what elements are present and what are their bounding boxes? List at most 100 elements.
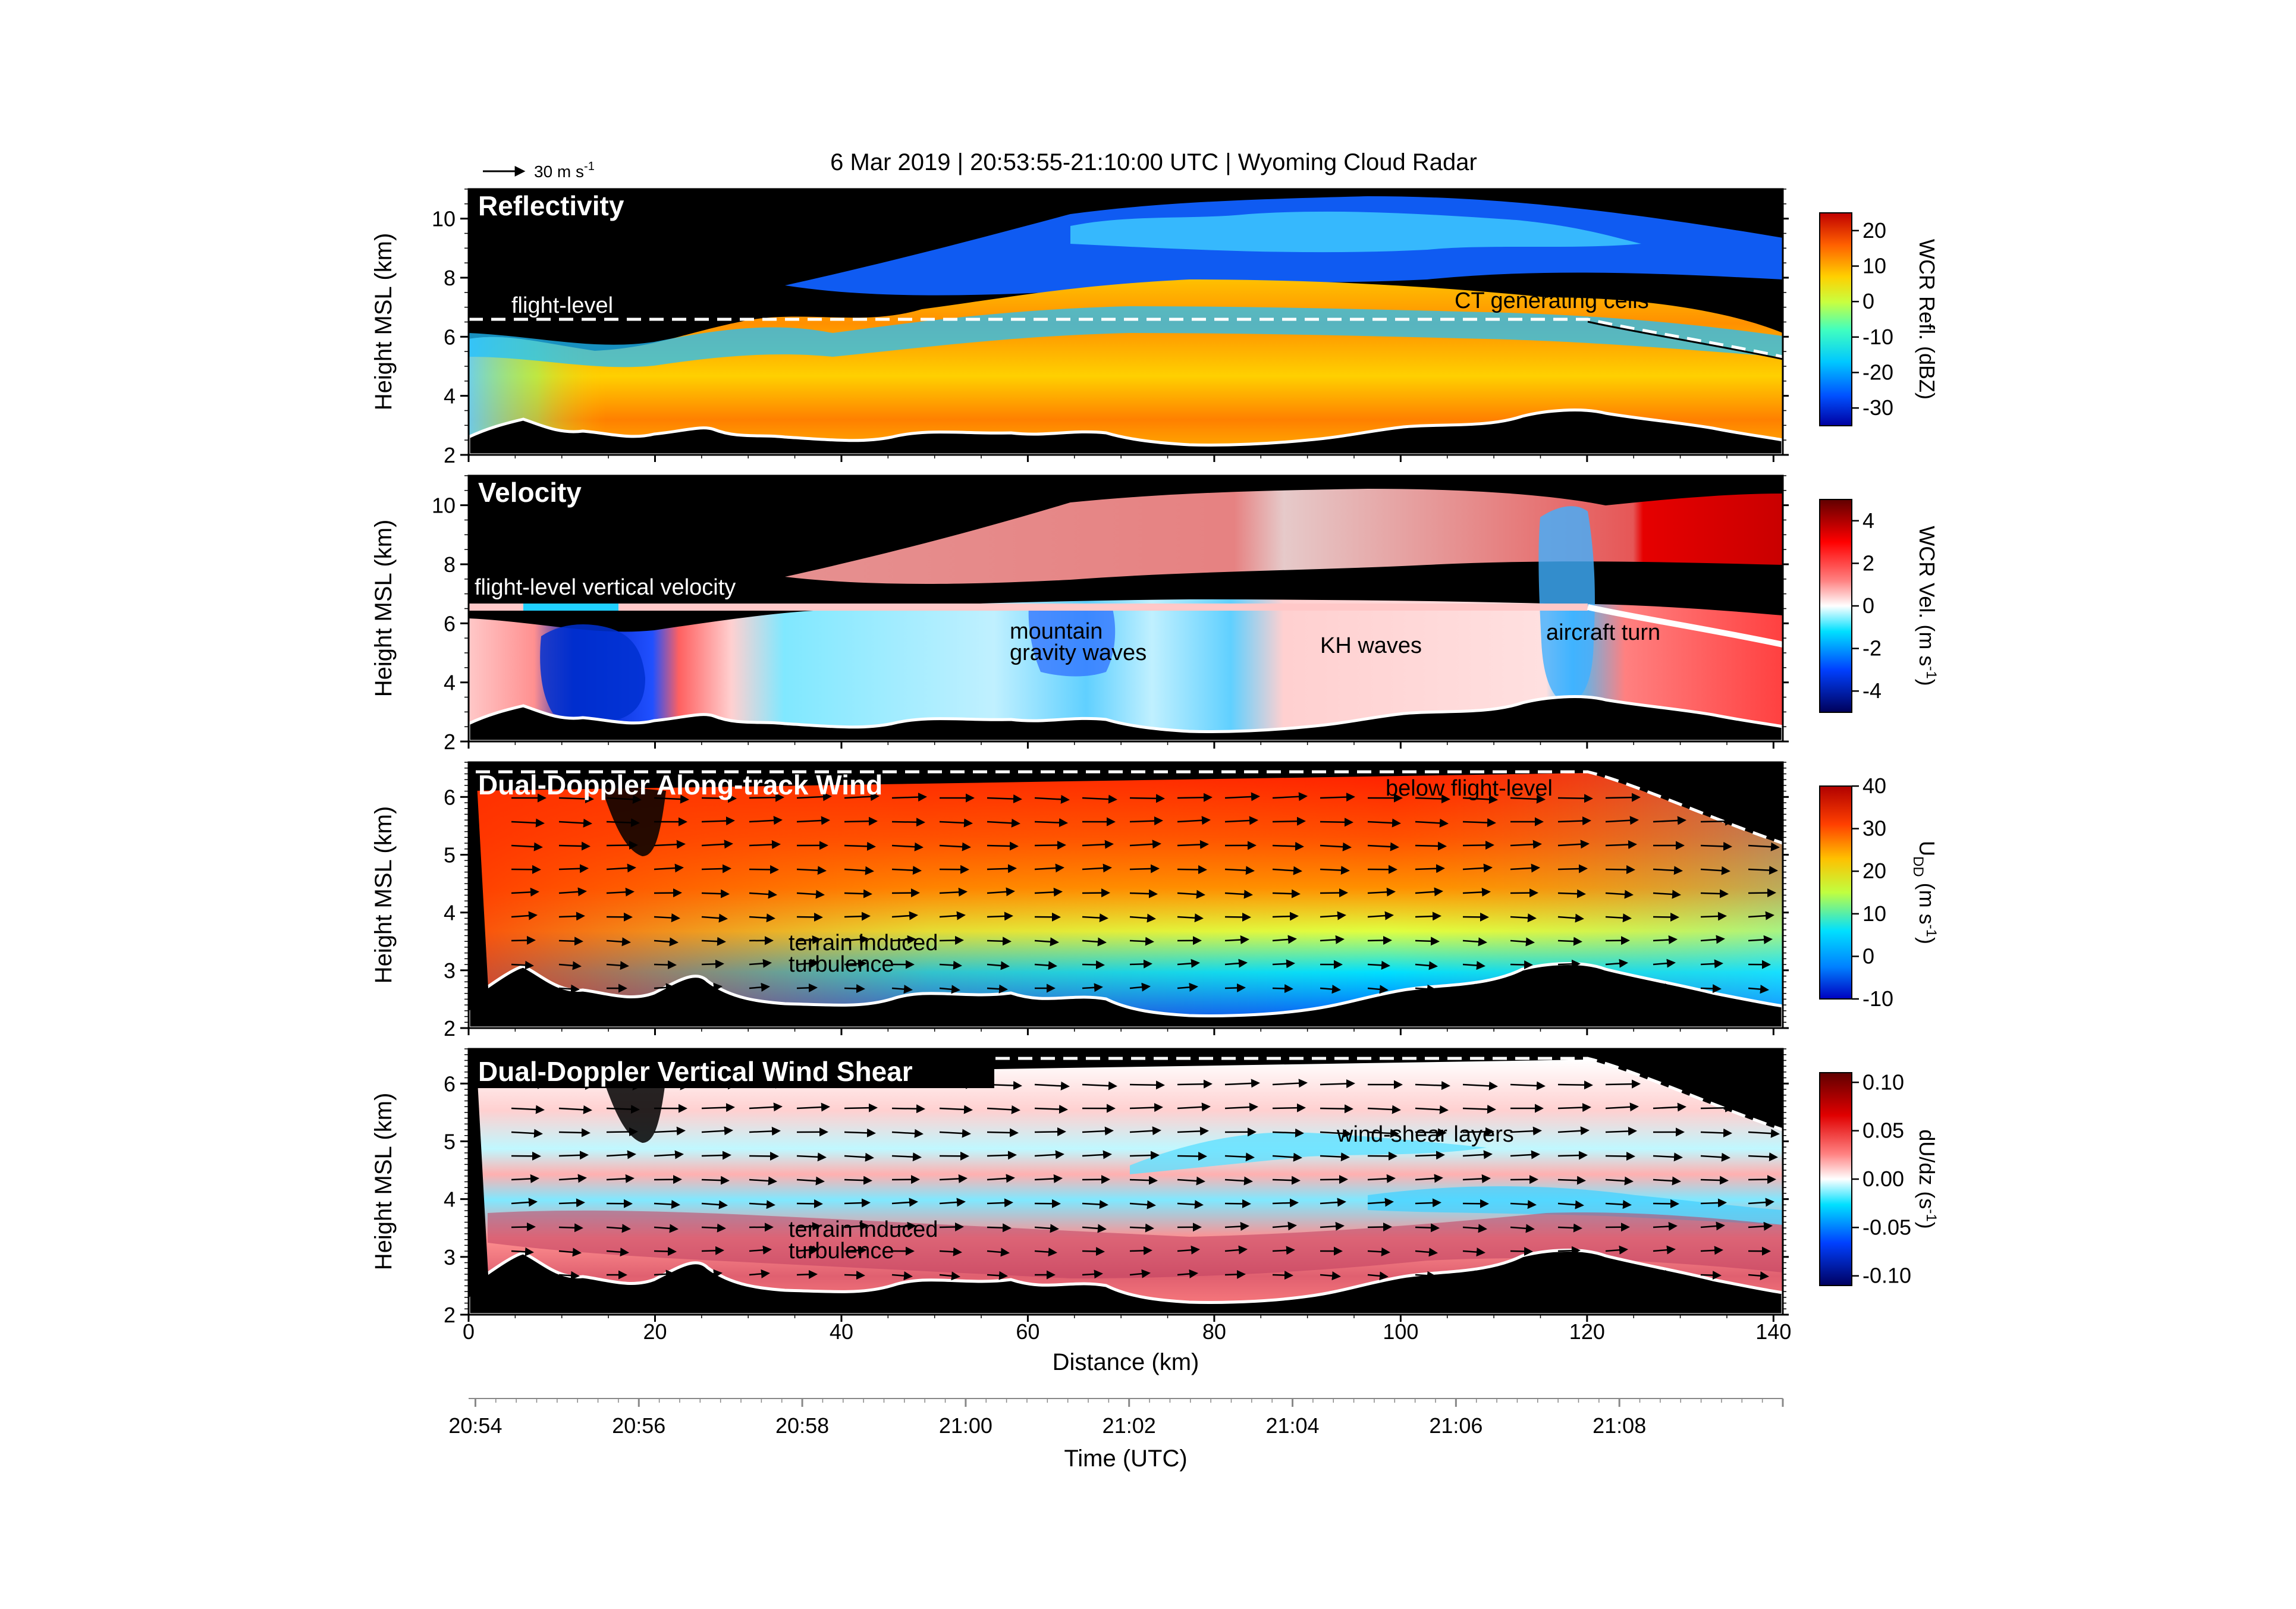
- wind-vector: [1082, 960, 1105, 970]
- wind-vector: [1034, 794, 1070, 804]
- wind-vector: [1224, 866, 1255, 875]
- wind-vector: [654, 1247, 677, 1256]
- wind-vector: [558, 1128, 591, 1137]
- time-tick-label: 21:02: [1103, 1413, 1156, 1438]
- wind-vector: [749, 1102, 783, 1112]
- wind-vector: [1367, 1105, 1401, 1114]
- colorbar-tick-label: 20: [1862, 859, 1886, 883]
- wind-vector: [1224, 1269, 1246, 1279]
- wind-vector: [1510, 794, 1546, 804]
- wind-vector: [844, 935, 869, 944]
- wind-vector: [654, 983, 675, 992]
- wind-vector: [1129, 1200, 1156, 1209]
- wind-vector: [1510, 840, 1542, 849]
- wind-vector: [1367, 818, 1401, 828]
- velocity-lower-field: [469, 599, 1783, 741]
- wind-vector: [606, 818, 640, 828]
- wind-vector: [1462, 794, 1498, 804]
- wind-vector: [1748, 1152, 1778, 1162]
- colorbar-along-track-wind: [1819, 785, 1852, 1000]
- wind-vector: [1272, 1246, 1295, 1255]
- wind-vector: [1177, 959, 1200, 968]
- wind-vector: [1510, 1224, 1535, 1233]
- annotation-aircraft-turn: aircraft turn: [1546, 620, 1660, 645]
- wind-vector: [1557, 1200, 1584, 1209]
- y-tick-label: 4: [444, 1187, 456, 1212]
- wind-vector: [749, 890, 777, 899]
- wind-vector: [1700, 841, 1732, 851]
- wind-vector: [701, 913, 728, 923]
- colorbar-tick-label: -0.10: [1862, 1264, 1911, 1288]
- wind-vector: [796, 792, 832, 802]
- wind-vector: [1653, 1102, 1686, 1112]
- wind-vector: [1272, 866, 1302, 875]
- flight-track-turn-velocity: [1587, 604, 1783, 648]
- wind-vector: [1415, 1081, 1450, 1091]
- wind-vector: [987, 864, 1017, 873]
- colorbar-along-track-wind-ticks: 40 30 20 10 0 -10: [1852, 774, 1893, 1011]
- wind-vector: [1177, 1245, 1200, 1255]
- wind-vector: [1748, 985, 1769, 994]
- colorbar-tick-label: -10: [1862, 986, 1893, 1011]
- time-tick-label: 21:06: [1429, 1413, 1482, 1438]
- wind-vector: [654, 1175, 682, 1184]
- wind-vector: [654, 1150, 684, 1159]
- wind-vector: [1320, 1079, 1355, 1089]
- wind-vector: [1605, 840, 1637, 849]
- y-tick-label: 6: [444, 611, 456, 636]
- colorbar-velocity: [1819, 499, 1852, 713]
- colorbar-tick-label: 10: [1862, 901, 1886, 926]
- wind-vector: [1272, 792, 1308, 802]
- wind-vector: [1367, 1174, 1396, 1183]
- wind-vector: [1034, 961, 1057, 970]
- wind-vector: [558, 864, 589, 873]
- y-axis-along-track-wind: 2 3 4 5 6: [444, 762, 1789, 1041]
- y-axis-vertical-wind-shear: 2 3 4 5 6: [444, 1048, 1789, 1327]
- wind-vector: [1605, 982, 1626, 992]
- wind-vector: [844, 792, 880, 802]
- wind-vector: [511, 985, 532, 994]
- wind-vector: [1700, 1128, 1732, 1137]
- wind-vector: [1557, 913, 1584, 923]
- wind-vector: [844, 1246, 867, 1255]
- y-tick-label: 8: [444, 552, 456, 577]
- wind-vector: [1082, 913, 1108, 923]
- terrain-velocity: [469, 695, 1783, 741]
- reflectivity-upper-cloud-core: [1070, 211, 1641, 253]
- wind-vector: [1320, 842, 1352, 851]
- colorbar-tick-label: 0: [1862, 593, 1874, 618]
- wind-vector: [1653, 959, 1676, 968]
- wind-vector: [1510, 863, 1540, 873]
- x-tick-label: 120: [1569, 1319, 1605, 1344]
- wind-vector: [511, 911, 538, 920]
- wind-vector: [891, 985, 913, 994]
- time-tick-label: 21:00: [939, 1413, 992, 1438]
- wind-vector: [558, 1223, 583, 1233]
- wind-vector: [1415, 1223, 1440, 1233]
- wind-vector: [1034, 863, 1064, 873]
- wind-vector: [654, 840, 686, 849]
- wind-vector: [1320, 911, 1346, 920]
- wind-vector: [1272, 1079, 1308, 1088]
- wind-vector: [844, 1176, 872, 1185]
- colorbar-tick-label: -20: [1862, 360, 1893, 385]
- wind-vector: [1034, 887, 1063, 897]
- wind-vector: [1320, 1129, 1352, 1138]
- wind-vector: [1082, 1081, 1117, 1091]
- wind-vector: [987, 984, 1008, 994]
- y-tick-label: 2: [444, 1303, 456, 1327]
- wind-vector: [796, 866, 827, 875]
- wind-vector: [1653, 1176, 1681, 1186]
- panel-vertical-wind-shear-title-box: [475, 1054, 994, 1088]
- wind-vector: [749, 1269, 770, 1278]
- panel-reflectivity-title: Reflectivity: [478, 190, 624, 221]
- wind-vector: [558, 794, 594, 804]
- wind-vector: [1700, 959, 1723, 969]
- colorbar-tick-label: -10: [1862, 325, 1893, 349]
- wind-vector: [654, 960, 677, 970]
- time-tick-label: 20:58: [775, 1413, 829, 1438]
- wind-vector: [1129, 794, 1165, 803]
- wind-vector: [1653, 1222, 1678, 1231]
- wind-vector: [1415, 912, 1441, 921]
